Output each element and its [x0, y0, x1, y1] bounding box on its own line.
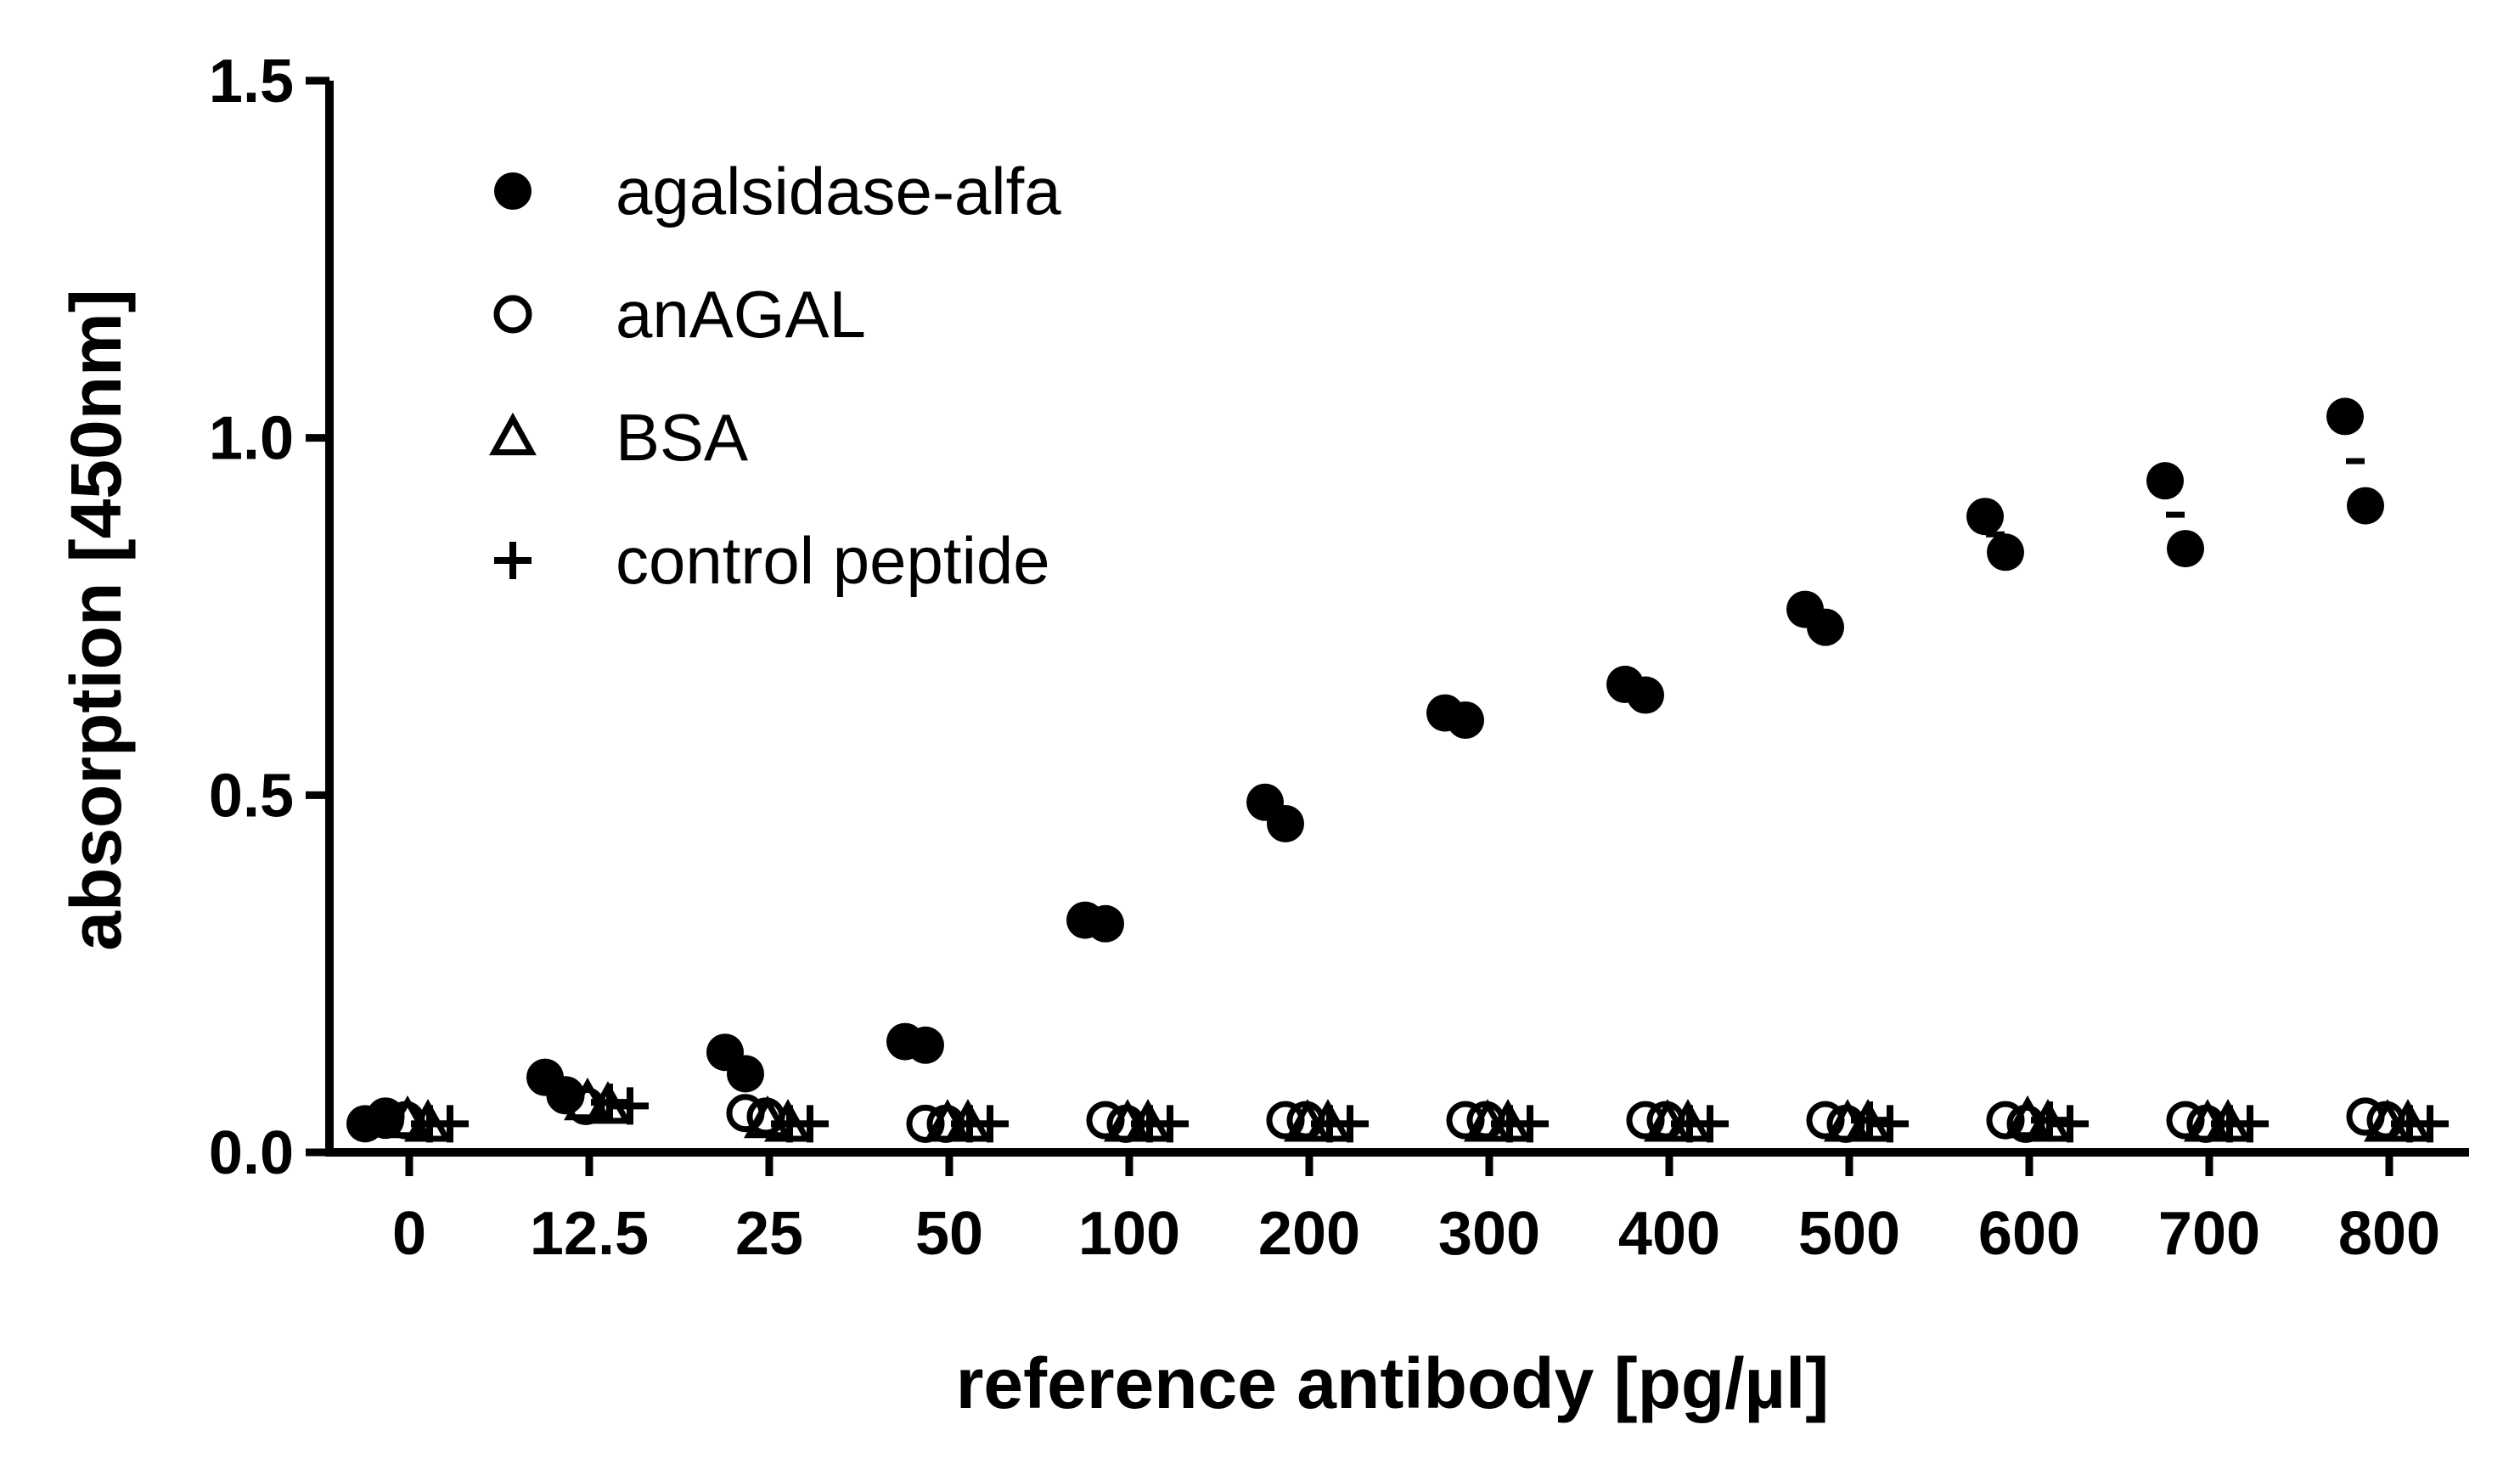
series-bsa: [384, 1077, 2432, 1142]
data-point: [744, 1095, 791, 1139]
legend-marker: [494, 172, 532, 210]
data-point: [2326, 397, 2364, 436]
data-point: [1807, 608, 1844, 646]
y-tick-label: 1.5: [209, 48, 294, 115]
data-point: [1851, 1101, 1888, 1140]
legend-marker: [493, 295, 532, 334]
legend-label: anAGAL: [616, 277, 866, 352]
data-point: [431, 1105, 469, 1143]
plot-area: [346, 397, 2449, 1143]
x-tick-label: 0: [392, 1200, 426, 1268]
series-anagal: [366, 1076, 2405, 1143]
x-tick-label: 100: [1078, 1200, 1180, 1268]
series-control-peptide: [411, 1084, 2449, 1143]
legend-marker: [494, 542, 532, 579]
legend-label: control peptide: [616, 523, 1050, 598]
data-point: [2051, 1105, 2089, 1143]
x-tick-label: 12.5: [530, 1200, 649, 1268]
x-tick-label: 700: [2158, 1200, 2260, 1268]
data-point: [2146, 462, 2184, 500]
series-agalsidase-alfa: [346, 397, 2384, 1143]
x-tick-label: 800: [2338, 1200, 2440, 1268]
data-point: [1511, 1105, 1549, 1143]
x-tick-label: 200: [1258, 1200, 1360, 1268]
legend: agalsidase-alfa anAGAL BSA control peptide: [489, 154, 1061, 598]
x-tick-label: 500: [1798, 1200, 1900, 1268]
data-point: [971, 1105, 1009, 1143]
y-axis-title: absorption [450nm]: [56, 289, 136, 950]
data-point: [2231, 1105, 2269, 1143]
data-point: [1627, 676, 1664, 714]
legend-item: agalsidase-alfa: [494, 154, 1061, 228]
data-point: [1966, 498, 2004, 536]
data-point: [384, 1095, 431, 1139]
legend-label: BSA: [616, 400, 748, 475]
y-tick-label: 1.0: [209, 405, 294, 473]
y-tick-label: 0.5: [209, 762, 294, 830]
data-point: [1087, 904, 1124, 943]
x-axis-title: reference antibody [pg/µl]: [956, 1343, 1830, 1423]
legend-item: anAGAL: [493, 277, 866, 352]
x-tick-label: 600: [1978, 1200, 2080, 1268]
x-tick-label: 300: [1438, 1200, 1540, 1268]
legend-item: control peptide: [494, 523, 1050, 598]
data-point: [2031, 1101, 2068, 1140]
axes: 0.0 0.5 1.0 1.5 0 12.5 25 50 100 200 300 400 500 600 7…: [209, 48, 2469, 1268]
data-point: [1871, 1105, 1909, 1143]
data-point: [1987, 533, 2024, 572]
data-point: [2411, 1105, 2449, 1143]
legend-item: BSA: [489, 400, 748, 475]
data-point: [611, 1087, 649, 1125]
data-point: [1447, 701, 1484, 739]
legend-label: agalsidase-alfa: [616, 154, 1061, 228]
x-tick-label: 50: [915, 1200, 983, 1268]
data-point: [2167, 530, 2204, 568]
data-point: [2347, 487, 2384, 525]
data-point: [791, 1105, 829, 1143]
data-point: [591, 1084, 628, 1122]
x-tick-label: 25: [735, 1200, 803, 1268]
data-point: [1331, 1105, 1369, 1143]
legend-marker: [489, 412, 537, 456]
y-tick-label: 0.0: [209, 1119, 294, 1187]
data-point: [907, 1026, 944, 1064]
data-point: [1151, 1105, 1189, 1143]
data-point: [1691, 1105, 1729, 1143]
x-tick-label: 400: [1618, 1200, 1720, 1268]
